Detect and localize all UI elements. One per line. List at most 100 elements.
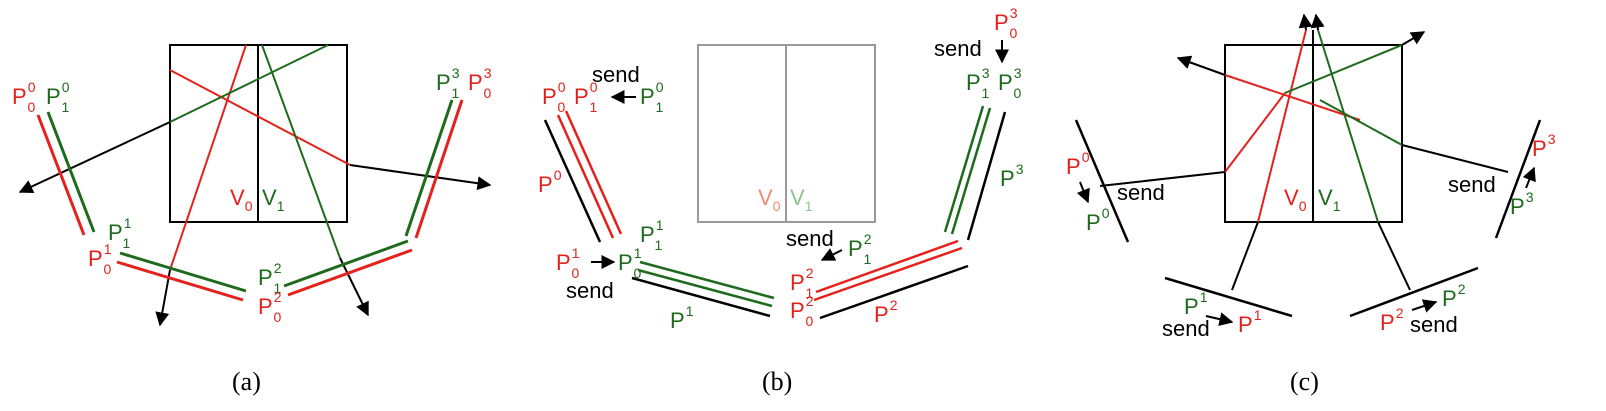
green-ray-c-3 [1319, 99, 1403, 146]
v1-label-a: V1 [262, 185, 285, 214]
p0-3-label-a: P3 0 [468, 65, 492, 101]
p0-2-label-b: P2 0 [790, 293, 814, 329]
arrow-c-up-1 [1298, 13, 1313, 31]
plane-b-0-black [543, 119, 602, 243]
p1-0-red-label-b: P0 1 [574, 79, 598, 115]
send-label-b-topright: send [934, 36, 982, 61]
p0-1-green-label-b: P1 0 [618, 245, 642, 281]
v0-label-c: V0 [1284, 185, 1307, 214]
plane-c-2 [1349, 266, 1479, 318]
green-ray-c-2 [1317, 29, 1379, 223]
ray-c-left [1099, 171, 1226, 187]
p0-label-c-red: P0 [1066, 149, 1090, 179]
panel-b: V0 V1 send P0 0 P0 1 P0 1 P0 P1 0 P1 0 P1 1 se… [538, 5, 1024, 396]
green-ray-a-2 [261, 44, 341, 259]
plane-a-2-red [287, 248, 413, 297]
p0-1-label-a: P1 0 [88, 241, 112, 277]
arrow-a-down-right [339, 257, 369, 317]
plane-a-0-green [46, 111, 96, 233]
arrow-c-up-right [1401, 31, 1426, 46]
p0-1-label-b: P1 0 [556, 245, 580, 281]
p1-0-label-a: P0 1 [46, 79, 70, 115]
plane-b-2-red-2 [815, 239, 959, 294]
plane-b-0-red-1 [556, 114, 615, 239]
arrow-c-right [1522, 166, 1536, 189]
caption-c: (c) [1290, 367, 1319, 396]
p1-label-c-green: P1 [1184, 289, 1208, 319]
arrow-c-bottomleft [1205, 312, 1234, 326]
ray-c-bottom-right [1377, 221, 1411, 291]
plane-a-0-red [36, 114, 86, 236]
arrow-a-down-left [155, 269, 171, 327]
p3-label-c-red: P3 [1532, 131, 1556, 161]
v1-label-b: V1 [790, 185, 813, 214]
arrow-a-left [18, 121, 171, 194]
send-label-b-topleft: send [592, 62, 640, 87]
plane-b-2-black [819, 264, 969, 320]
green-ray-a-1 [169, 44, 329, 123]
p1-2-green-label-b: P2 1 [848, 231, 872, 267]
caption-a: (a) [232, 367, 261, 396]
p1-2-label-a: P2 1 [258, 260, 282, 296]
red-ray-c-2 [1257, 29, 1307, 223]
plane-b-1-green-1 [639, 260, 775, 300]
p3-label-c-green: P3 [1510, 189, 1534, 219]
red-ray-a-1 [169, 69, 351, 166]
plane-b-1-black [631, 276, 771, 318]
p2-plane-label-b: P2 [874, 297, 898, 327]
red-ray-c-1 [1224, 74, 1361, 121]
send-label-b-bottom: send [786, 226, 834, 251]
plane-b-1-green-2 [637, 268, 773, 308]
p1-3-label-a: P3 1 [436, 65, 460, 101]
p3-plane-label-b: P3 [1000, 161, 1024, 191]
caption-b: (b) [762, 367, 792, 396]
arrow-c-left [1076, 181, 1090, 204]
green-ray-c-1 [1284, 44, 1403, 94]
plane-a-3-green [404, 99, 454, 237]
p0-0-label-a: P0 0 [12, 79, 36, 115]
v0-label-b: V0 [758, 185, 781, 214]
send-label-b-left: send [566, 278, 614, 303]
plane-c-3 [1494, 119, 1542, 239]
send-label-c-right: send [1448, 172, 1496, 197]
panel-a: V0 V1 P0 0 P0 1 P1 1 P1 0 P2 1 P2 0 P3 1 P3 0 (a… [12, 44, 492, 396]
arrow-b-bottom [820, 248, 843, 261]
arrow-c-up-2 [1310, 13, 1325, 31]
panel-c: V0 V1 P0 P0 send P1 send P1 P2 P2 send s… [1066, 13, 1556, 396]
arrow-a-right [349, 164, 492, 191]
p1-label-c-red: P1 [1238, 307, 1262, 337]
plane-a-1-green [119, 251, 247, 293]
p2-label-c-red: P2 [1380, 305, 1404, 335]
plane-b-3-black [966, 111, 1007, 241]
v0-label-a: V0 [230, 185, 253, 214]
p1-1-label-b: P1 1 [640, 217, 664, 253]
p0-3-green-label-b: P3 0 [998, 65, 1022, 101]
plane-a-3-red [414, 99, 464, 239]
plane-c-0 [1074, 119, 1130, 243]
p1-plane-label-b: P1 [670, 303, 694, 333]
ray-c-right [1401, 144, 1509, 173]
p0-label-c-green: P0 [1086, 205, 1110, 235]
plane-a-1-red [116, 260, 244, 302]
p1-1-label-a: P1 1 [108, 215, 132, 251]
p1-3-label-b: P3 1 [966, 65, 990, 101]
p1-2-label-b: P2 1 [790, 265, 814, 301]
red-ray-a-2 [169, 44, 247, 271]
send-label-c-bottomleft: send [1162, 316, 1210, 341]
plane-c-1 [1164, 276, 1293, 318]
red-ray-c-3 [1224, 92, 1286, 173]
p1-0-green-label-b: P0 1 [640, 79, 664, 115]
p0-plane-label-b: P0 [538, 167, 562, 197]
arrow-c-bottomright [1411, 299, 1438, 313]
send-label-c-bottomright: send [1410, 312, 1458, 337]
plane-b-2-red-1 [813, 246, 963, 302]
plane-b-0-red-2 [564, 110, 623, 235]
p0-0-label-b: P0 0 [542, 79, 566, 115]
plane-b-3-green-1 [950, 107, 992, 235]
plane-b-3-green-2 [943, 105, 985, 233]
send-label-c-left: send [1117, 180, 1165, 205]
p0-2-label-a: P2 0 [258, 289, 282, 325]
p0-3-top-label-b: P3 0 [994, 5, 1018, 41]
v1-label-c: V1 [1318, 185, 1341, 214]
